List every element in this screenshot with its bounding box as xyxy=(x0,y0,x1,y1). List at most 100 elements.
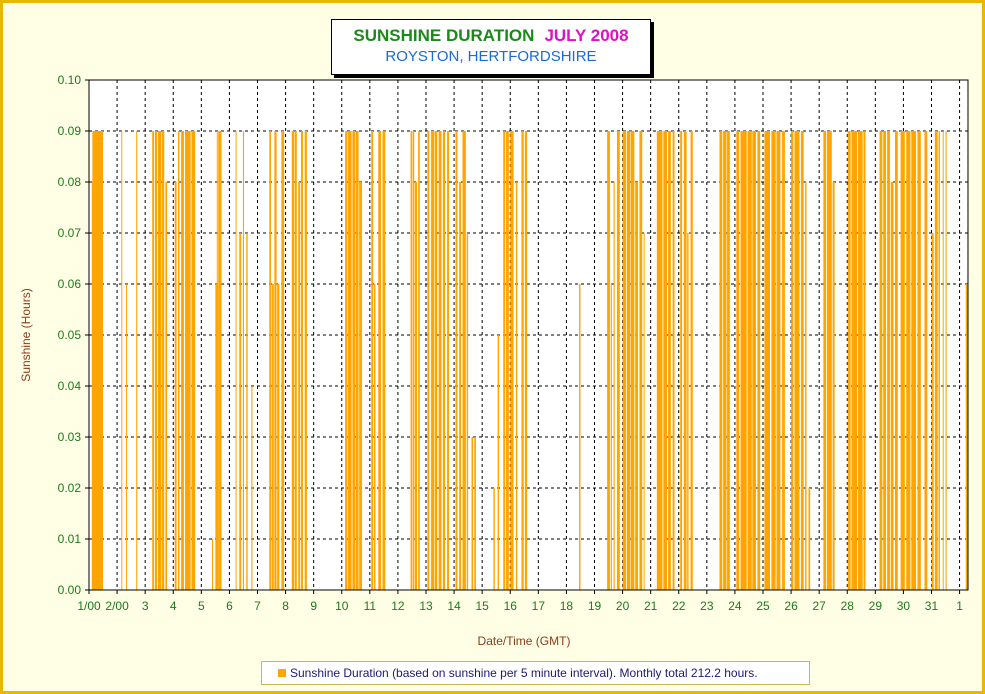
sunshine-bar xyxy=(157,131,162,590)
sunshine-bar xyxy=(431,131,435,590)
sunshine-bar xyxy=(181,131,184,590)
x-tick-label: 29 xyxy=(869,599,883,613)
sunshine-bar xyxy=(185,131,191,590)
y-tick-label: 0.07 xyxy=(58,226,82,240)
x-tick-label: 1/00 xyxy=(77,599,101,613)
x-tick-label: 28 xyxy=(841,599,855,613)
x-tick-label: 22 xyxy=(672,599,686,613)
sunshine-bar xyxy=(631,131,635,590)
x-tick-label: 1 xyxy=(956,599,963,613)
sunshine-bar xyxy=(246,233,248,590)
sunshine-bar xyxy=(610,284,612,590)
sunshine-bar xyxy=(894,131,898,590)
sunshine-bar xyxy=(643,233,645,590)
x-tick-label: 17 xyxy=(532,599,546,613)
x-tick-label: 23 xyxy=(700,599,714,613)
x-tick-label: 19 xyxy=(588,599,602,613)
sunshine-bar xyxy=(883,131,886,590)
y-tick-label: 0.01 xyxy=(58,532,82,546)
sunshine-bar xyxy=(776,131,781,590)
x-tick-label: 18 xyxy=(560,599,574,613)
sunshine-bar xyxy=(216,131,218,590)
sunshine-bar xyxy=(455,131,458,590)
sunshine-bar xyxy=(890,182,894,590)
sunshine-bar xyxy=(757,131,761,590)
x-tick-label: 3 xyxy=(142,599,149,613)
sunshine-bar xyxy=(352,131,356,590)
sunshine-bar xyxy=(427,131,430,590)
sunshine-bar xyxy=(165,182,168,590)
sunshine-bar xyxy=(656,131,663,590)
sunshine-bar xyxy=(438,131,442,590)
sunshine-bar xyxy=(497,335,500,590)
sunshine-bar xyxy=(663,131,667,590)
legend-swatch xyxy=(278,669,286,677)
legend: Sunshine Duration (based on sunshine per… xyxy=(261,661,810,685)
sunshine-bar xyxy=(493,488,495,590)
sunshine-bar xyxy=(917,131,921,590)
y-tick-label: 0.03 xyxy=(58,430,82,444)
y-axis-label: Sunshine (Hours) xyxy=(19,288,33,381)
x-tick-label: 6 xyxy=(226,599,233,613)
x-tick-label: 14 xyxy=(447,599,461,613)
sunshine-bar xyxy=(178,131,180,590)
title-month: JULY 2008 xyxy=(544,26,629,45)
sunshine-bar xyxy=(510,131,514,590)
sunshine-bar xyxy=(274,131,277,590)
sunshine-bar xyxy=(277,284,280,590)
sunshine-bar xyxy=(719,131,723,590)
sunshine-bar xyxy=(506,131,509,590)
sunshine-bar xyxy=(382,131,386,590)
sunshine-bar xyxy=(304,131,307,590)
sunshine-bar xyxy=(191,131,196,590)
sunshine-bar xyxy=(911,131,917,590)
sunshine-bar xyxy=(740,131,747,590)
sunshine-bar xyxy=(345,131,348,590)
x-tick-label: 11 xyxy=(364,599,377,613)
x-tick-label: 21 xyxy=(644,599,658,613)
sunshine-bar xyxy=(764,131,771,590)
title-main: SUNSHINE DURATION xyxy=(353,26,535,45)
x-tick-label: 2/00 xyxy=(105,599,129,613)
x-tick-label: 25 xyxy=(756,599,770,613)
sunshine-bar xyxy=(945,131,947,590)
sunshine-bar xyxy=(447,131,450,590)
sunshine-bar xyxy=(418,131,420,590)
sunshine-bar xyxy=(442,131,446,590)
sunshine-bar xyxy=(727,131,730,590)
sunshine-bar xyxy=(235,131,237,590)
sunshine-bar xyxy=(459,182,462,590)
sunshine-bar xyxy=(924,131,928,590)
sunshine-bar xyxy=(832,182,835,590)
sunshine-bar xyxy=(579,284,581,590)
sunshine-bar xyxy=(162,131,165,590)
sunshine-bar xyxy=(466,233,469,590)
sunshine-bar xyxy=(212,539,214,590)
sunshine-bar xyxy=(687,233,689,590)
sunshine-bar xyxy=(613,182,615,590)
sunshine-bar xyxy=(857,131,863,590)
sunshine-bar xyxy=(938,131,940,590)
sunshine-bar xyxy=(474,437,476,590)
sunshine-bar xyxy=(414,182,418,590)
sunshine-bar xyxy=(291,131,295,590)
x-tick-label: 10 xyxy=(335,599,349,613)
sunshine-bar xyxy=(359,182,362,590)
x-tick-label: 13 xyxy=(419,599,433,613)
sunshine-bar xyxy=(121,131,123,590)
sunshine-bar xyxy=(906,131,911,590)
sunshine-bar xyxy=(462,131,466,590)
sunshine-bar xyxy=(174,182,177,590)
sunshine-bar xyxy=(371,131,374,590)
sunshine-bar xyxy=(626,131,631,590)
sunshine-bar xyxy=(800,131,804,590)
sunshine-bar xyxy=(771,131,776,590)
x-tick-label: 26 xyxy=(784,599,798,613)
sunshine-bar xyxy=(639,131,643,590)
sunshine-bar xyxy=(736,131,740,590)
x-tick-label: 12 xyxy=(391,599,405,613)
sunshine-bar xyxy=(471,437,474,590)
sunshine-bar xyxy=(242,131,245,590)
sunshine-bar xyxy=(269,131,271,590)
sunshine-bar xyxy=(672,131,675,590)
